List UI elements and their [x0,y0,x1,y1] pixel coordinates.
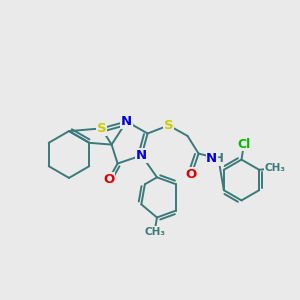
Text: CH₃: CH₃ [264,163,285,173]
Text: O: O [186,168,197,181]
Text: CH₃: CH₃ [144,227,165,237]
Text: N: N [136,149,147,162]
Text: H: H [214,152,223,165]
Text: O: O [103,173,114,186]
Text: N: N [206,152,218,165]
Text: N: N [121,115,132,128]
Text: S: S [97,122,106,135]
Text: Cl: Cl [237,137,250,151]
Text: S: S [164,119,173,132]
